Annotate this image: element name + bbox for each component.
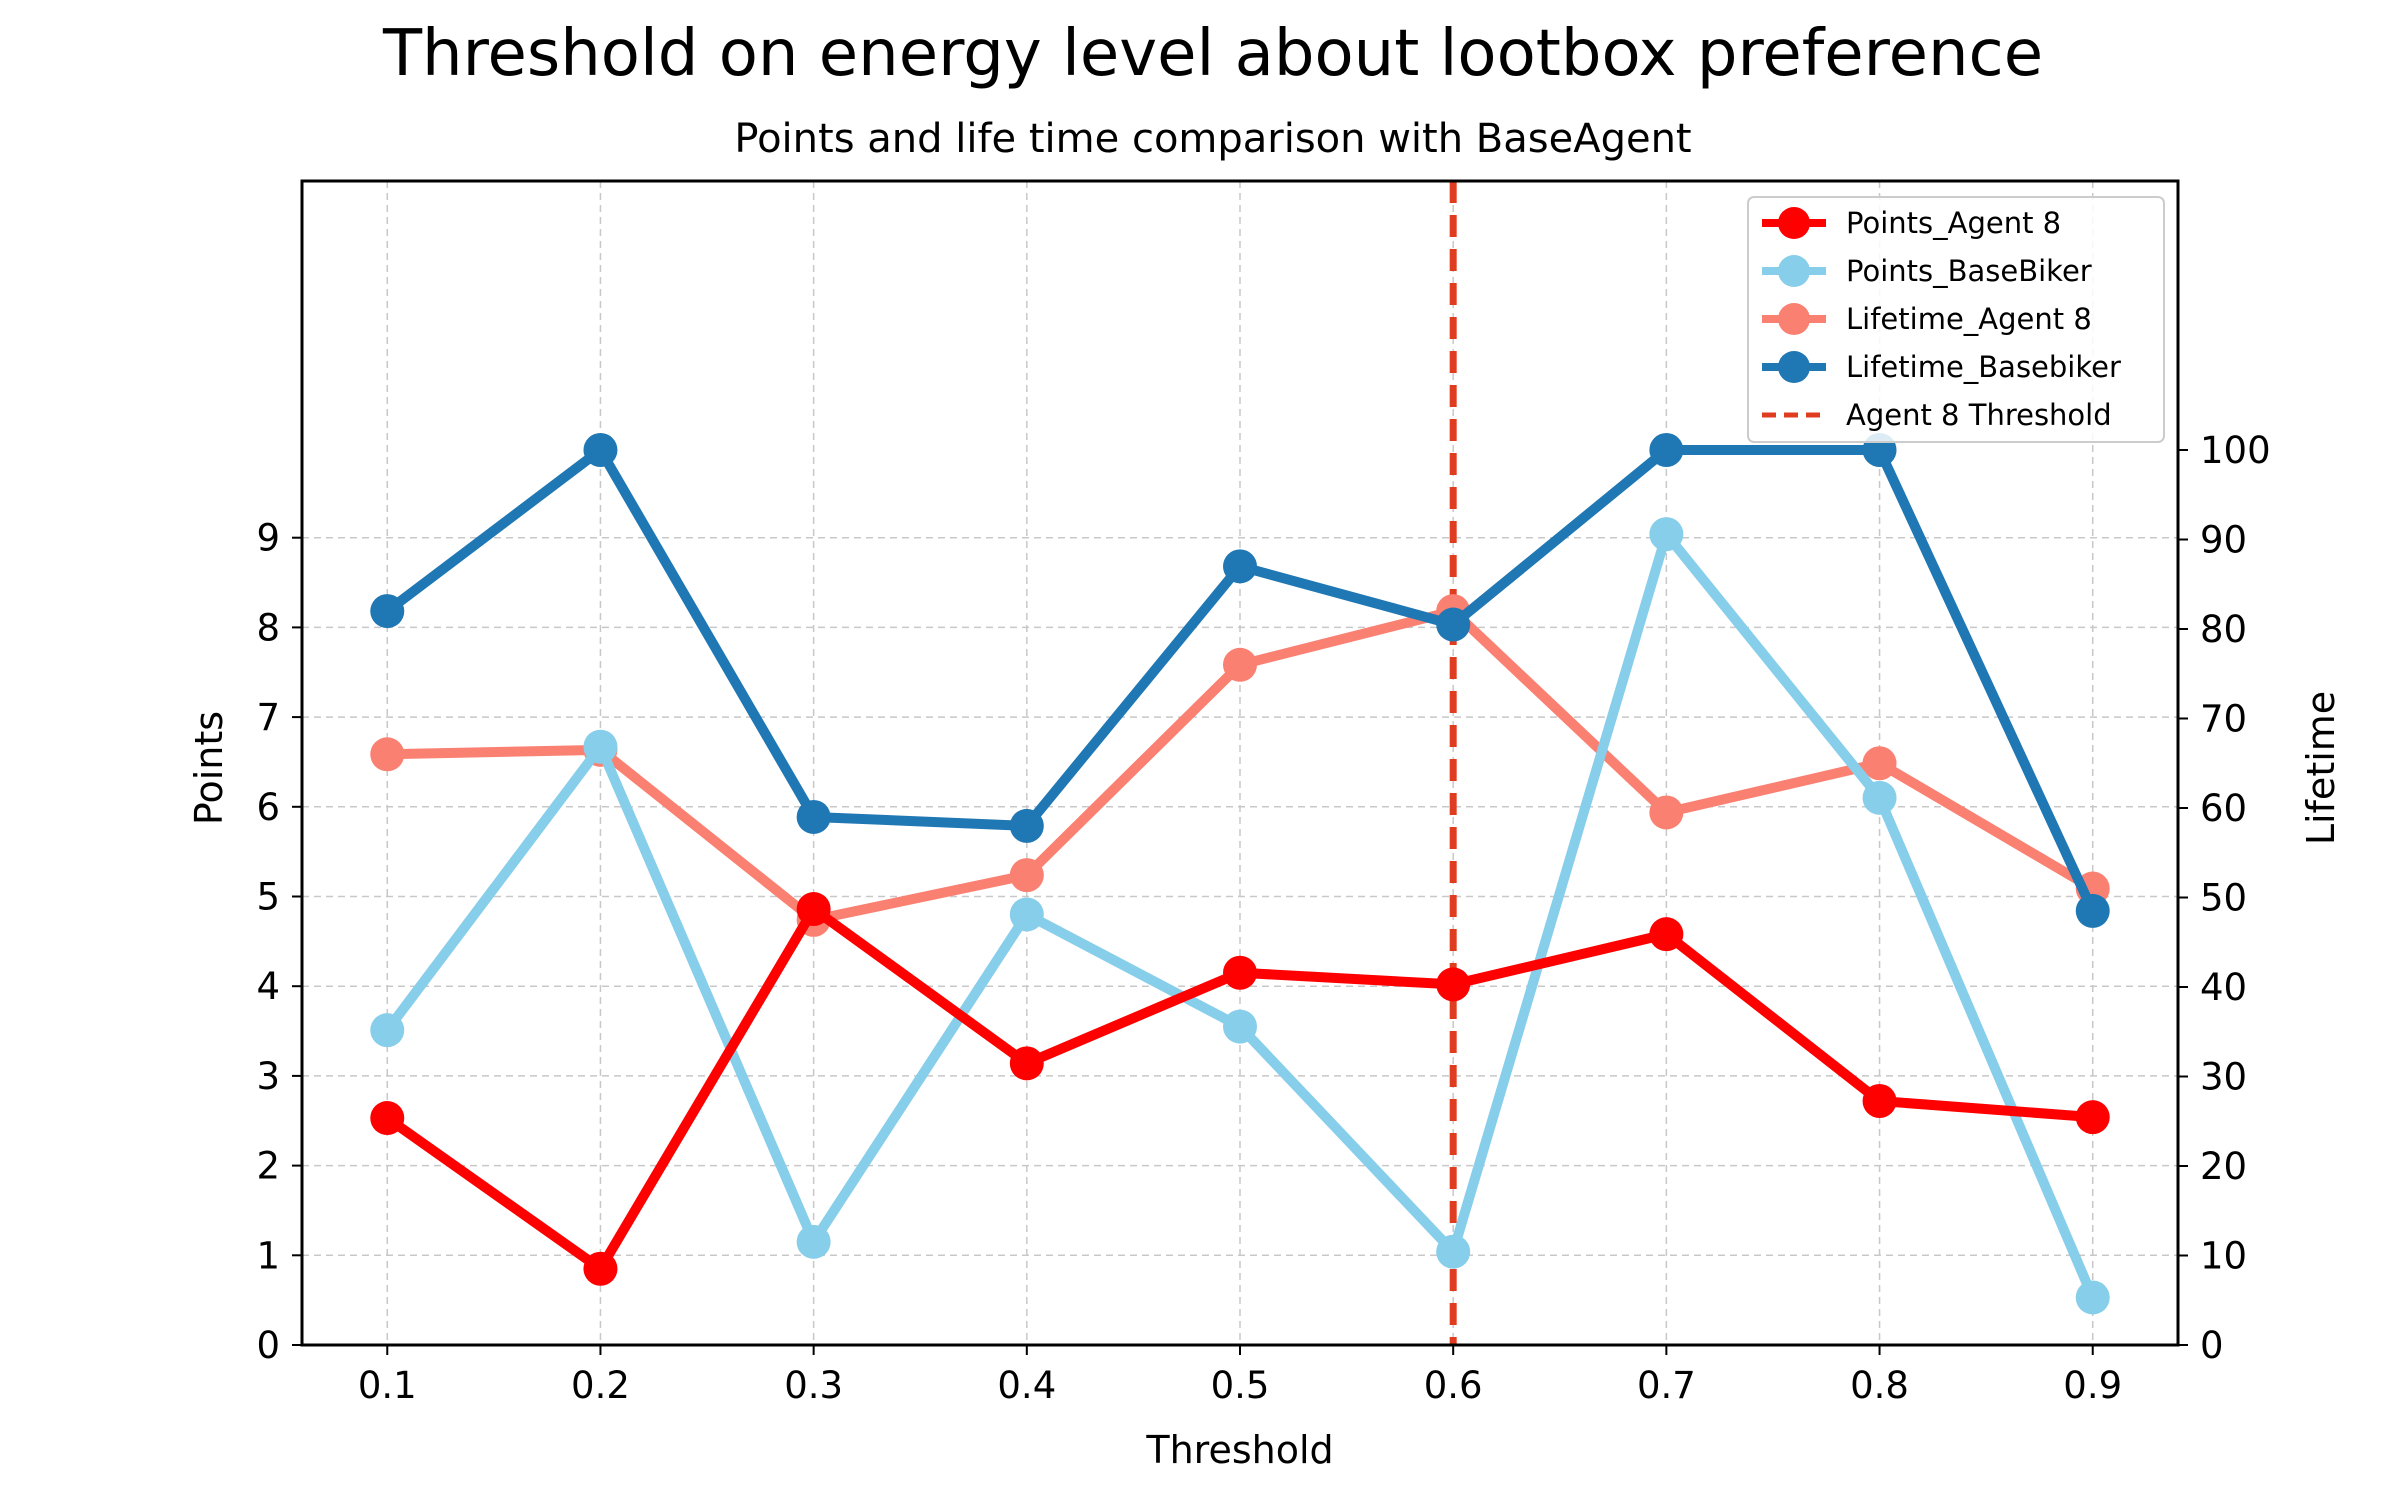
series-point: [1436, 607, 1471, 642]
y-left-tick-label: 2: [256, 1145, 280, 1188]
series-point: [1862, 1084, 1897, 1119]
y-right-tick-label: 100: [2200, 429, 2271, 472]
series-point: [370, 1101, 405, 1136]
series-point: [1862, 780, 1897, 815]
legend-label: Lifetime_Basebiker: [1846, 350, 2121, 384]
x-tick-label: 0.3: [784, 1364, 843, 1407]
series-point: [1223, 955, 1257, 990]
series-point: [1223, 549, 1257, 584]
series-point: [583, 1251, 618, 1286]
x-axis-ticks: 0.1 0.2 0.3 0.4 0.5 0.6 0.7 0.8 0.9: [358, 1345, 2122, 1407]
series-point: [1649, 795, 1684, 830]
y-left-tick-label: 5: [256, 876, 280, 919]
series-point: [1223, 647, 1257, 682]
series-point: [1223, 1009, 1257, 1044]
series-point: [796, 892, 831, 927]
y-left-tick-label: 3: [256, 1055, 280, 1098]
legend-label: Points_Agent 8: [1846, 206, 2061, 240]
y-right-tick-label: 60: [2200, 787, 2247, 830]
series-point: [1436, 1234, 1471, 1269]
x-tick-label: 0.9: [2063, 1364, 2122, 1407]
series-point: [796, 799, 831, 834]
y-left-tick-label: 7: [256, 696, 280, 739]
y-left-axis-ticks: 0 1 2 3 4 5 6 7 8 9: [256, 517, 302, 1367]
x-tick-label: 0.5: [1211, 1364, 1270, 1407]
series-point: [1009, 897, 1044, 932]
legend-marker: [1778, 351, 1810, 383]
y-left-tick-label: 6: [256, 786, 280, 829]
x-tick-label: 0.6: [1424, 1364, 1483, 1407]
series-point: [1436, 967, 1471, 1002]
legend-box: [1747, 196, 2165, 443]
legend: Points_Agent 8 Points_BaseBiker Lifetime_A…: [1747, 196, 2165, 443]
legend-label: Agent 8 Threshold: [1846, 398, 2112, 432]
series-lines: [370, 433, 2110, 1315]
x-tick-label: 0.1: [358, 1364, 417, 1407]
y-right-tick-label: 30: [2200, 1056, 2247, 1099]
series-point: [370, 737, 405, 772]
x-axis-label: Threshold: [1145, 1428, 1333, 1472]
y-right-tick-label: 80: [2200, 608, 2247, 651]
series-point: [2075, 1280, 2110, 1315]
y-right-tick-label: 90: [2200, 519, 2247, 562]
series-point: [1009, 858, 1044, 893]
y-right-tick-label: 20: [2200, 1145, 2247, 1188]
y-left-tick-label: 9: [256, 517, 280, 560]
series-point: [1009, 808, 1044, 843]
series-point: [1649, 517, 1684, 552]
series-point: [370, 594, 405, 629]
y-right-tick-label: 50: [2200, 877, 2247, 920]
y-right-tick-label: 0: [2200, 1324, 2224, 1367]
series-point: [1649, 917, 1684, 952]
x-tick-label: 0.7: [1637, 1364, 1696, 1407]
y-right-tick-label: 10: [2200, 1235, 2247, 1278]
chart-subtitle: Points and life time comparison with Bas…: [734, 116, 1691, 162]
y-right-tick-label: 40: [2200, 966, 2247, 1009]
x-tick-label: 0.8: [1850, 1364, 1909, 1407]
series-point: [796, 1224, 831, 1259]
x-tick-label: 0.2: [571, 1364, 630, 1407]
series-point: [1649, 433, 1684, 467]
series-point: [2075, 1100, 2110, 1135]
legend-marker: [1778, 303, 1810, 335]
y-right-tick-label: 70: [2200, 698, 2247, 741]
legend-label: Points_BaseBiker: [1846, 254, 2092, 288]
x-tick-label: 0.4: [997, 1364, 1056, 1407]
y-right-axis-label: Lifetime: [2299, 691, 2343, 845]
series-point: [583, 729, 618, 764]
y-left-axis-label: Points: [187, 711, 231, 825]
y-left-tick-label: 8: [256, 606, 280, 649]
series-point: [1862, 746, 1897, 781]
chart-title: Threshold on energy level about lootbox …: [382, 17, 2043, 91]
legend-label: Lifetime_Agent 8: [1846, 302, 2092, 336]
series-point: [2075, 893, 2110, 928]
plot-frame: [300, 179, 2180, 1347]
legend-marker: [1778, 255, 1810, 287]
legend-marker: [1778, 207, 1810, 239]
y-right-axis-ticks: 0 10 20 30 40 50 60 70 80 90 100: [2178, 429, 2271, 1367]
series-point: [1009, 1046, 1044, 1081]
series-point: [370, 1013, 405, 1048]
y-left-tick-label: 1: [256, 1234, 280, 1277]
y-left-tick-label: 4: [256, 965, 280, 1008]
series-point: [583, 433, 618, 467]
y-left-tick-label: 0: [256, 1324, 280, 1367]
